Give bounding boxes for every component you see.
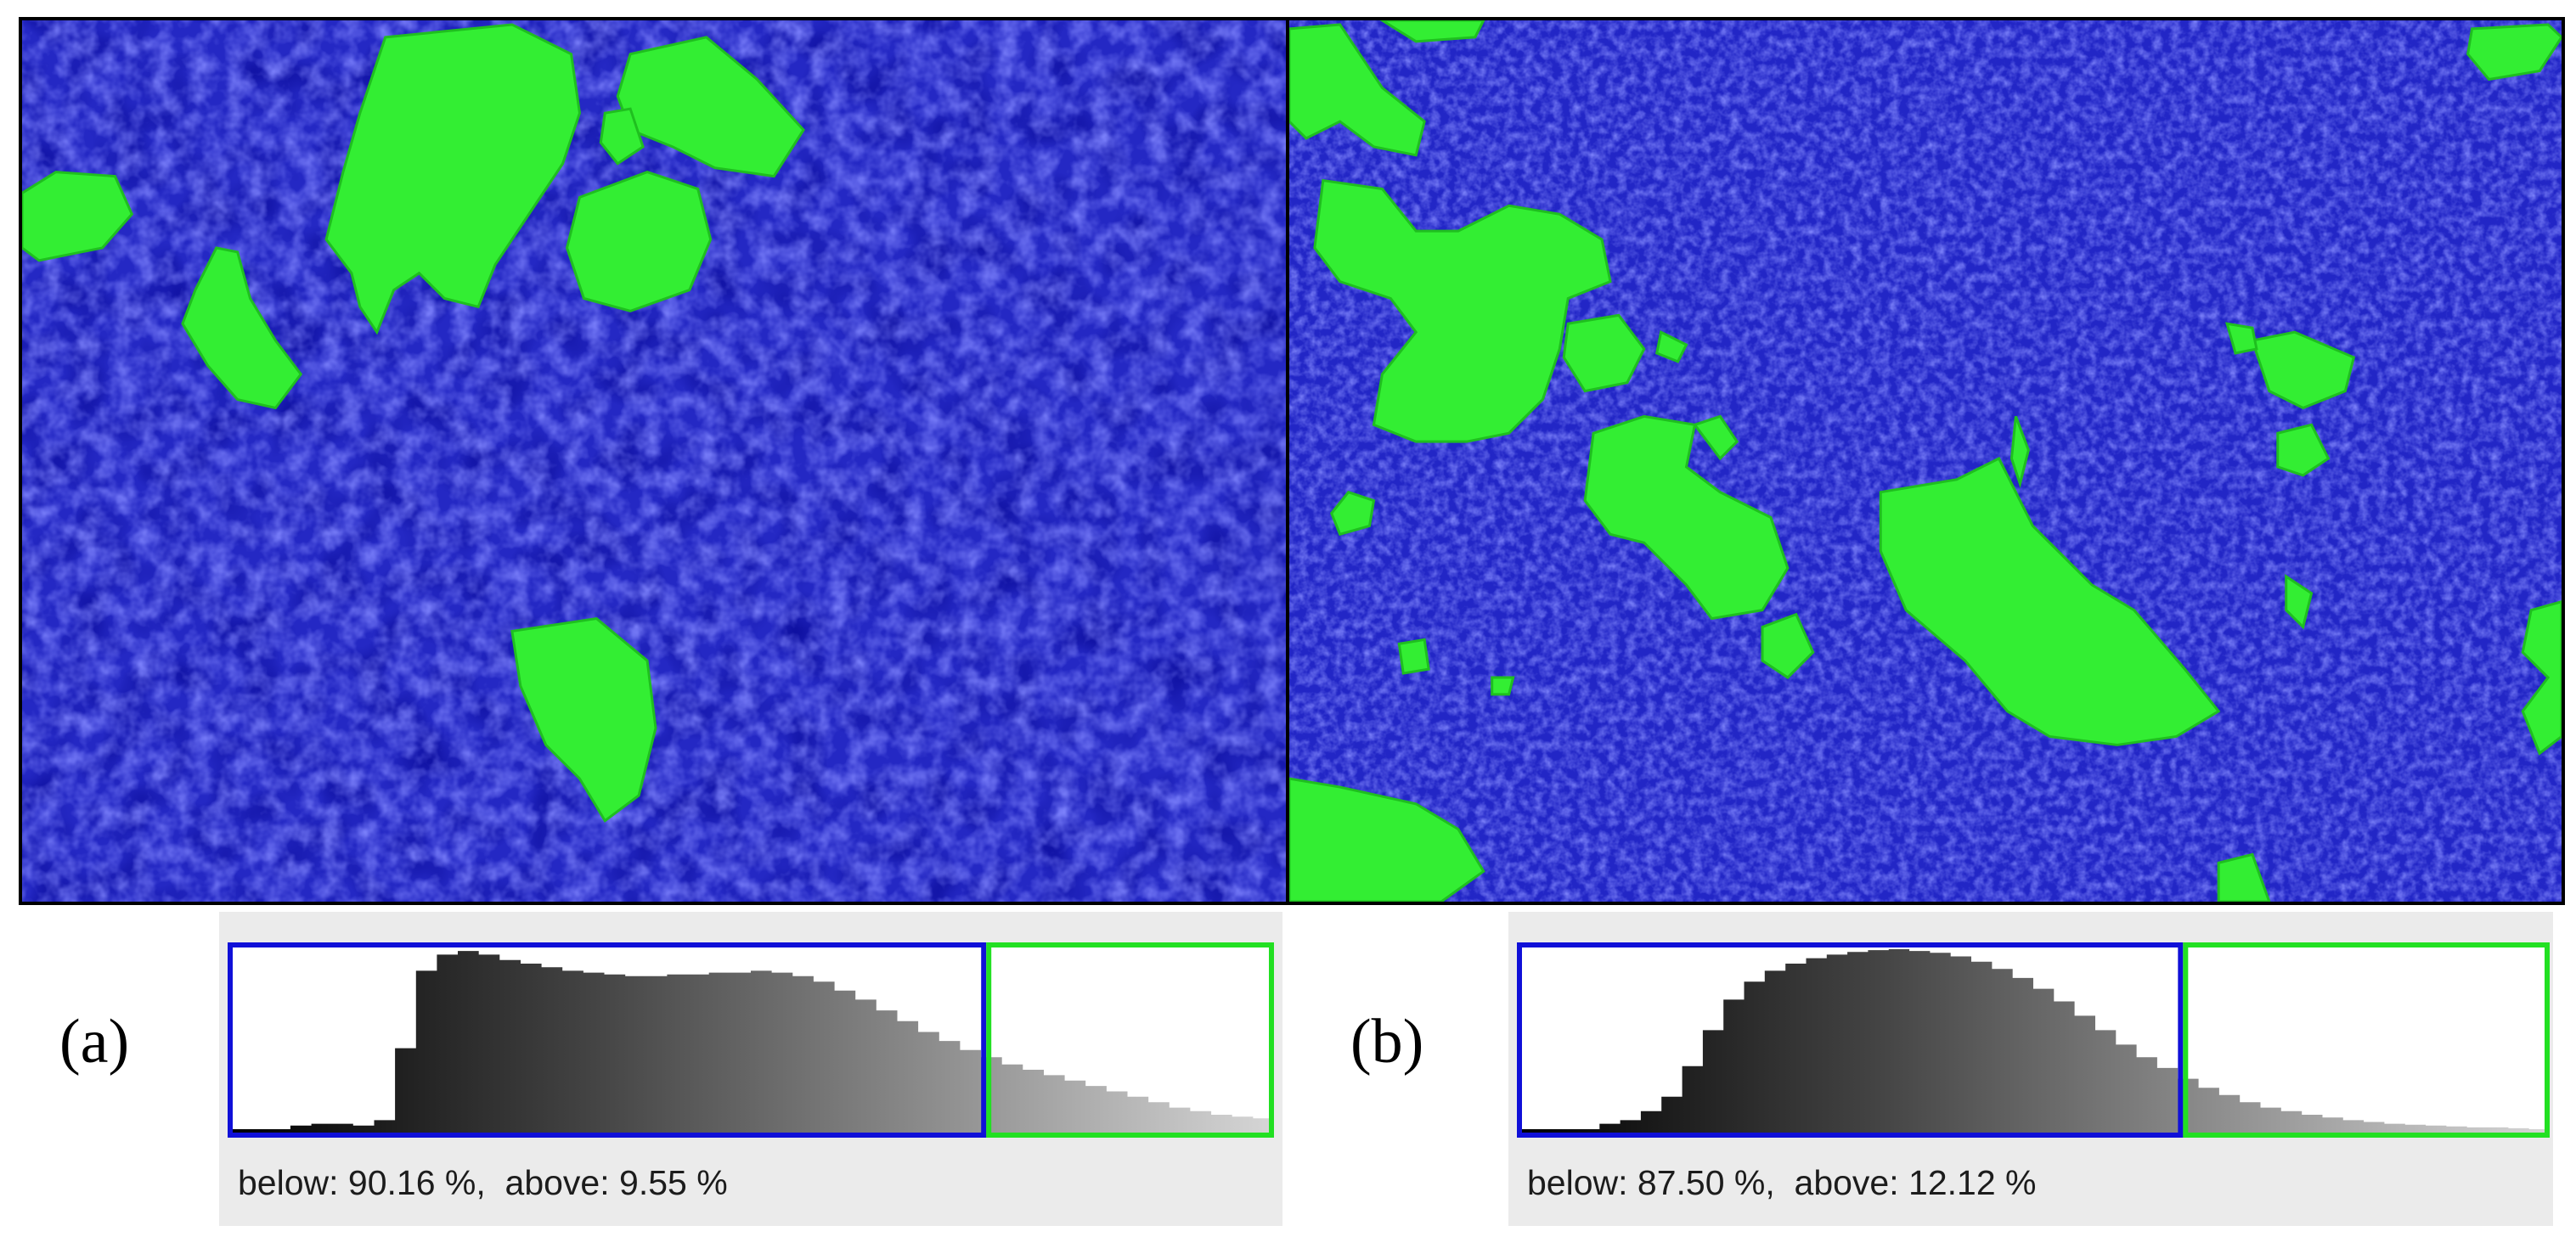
threshold-tool-a: below: 90.16 %, above: 9.55 % <box>219 912 1282 1226</box>
below-threshold-box <box>1517 942 2184 1138</box>
below-threshold-box <box>228 942 987 1138</box>
micrograph-a-graphic <box>22 20 1286 902</box>
threshold-readout-a: below: 90.16 %, above: 9.55 % <box>238 1163 728 1202</box>
histogram-b-graphic <box>1517 942 2550 1138</box>
threshold-readout-b: below: 87.50 %, above: 12.12 % <box>1527 1163 2037 1202</box>
histogram-a-graphic <box>228 942 1274 1138</box>
above-threshold-box <box>986 942 1274 1138</box>
panel-label-b: (b) <box>1350 1007 1424 1077</box>
histogram-area <box>1517 949 2550 1138</box>
above-threshold-box <box>2183 942 2550 1138</box>
particle-regions-b <box>1289 20 2562 902</box>
panel-label-a: (a) <box>59 1007 130 1077</box>
segmented-micrograph-b <box>1286 17 2565 905</box>
segmented-micrograph-a <box>19 17 1289 905</box>
histogram-area <box>228 951 1274 1138</box>
particle-regions-a <box>22 23 805 823</box>
histogram-a <box>228 942 1274 1138</box>
threshold-tool-b: below: 87.50 %, above: 12.12 % <box>1508 912 2553 1226</box>
micrograph-b-graphic <box>1289 20 2562 902</box>
histogram-b <box>1517 942 2550 1138</box>
